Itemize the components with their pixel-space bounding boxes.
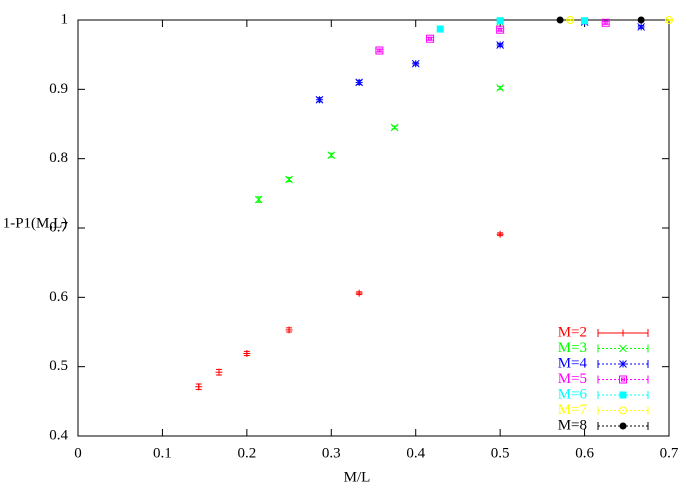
- marker: [355, 289, 363, 297]
- y-tick-label: 0.6: [49, 289, 68, 305]
- error-bar: [427, 36, 434, 41]
- legend-label: M=2: [558, 324, 587, 340]
- marker-stroke: [619, 344, 627, 353]
- marker-circle: [665, 16, 673, 24]
- marker-stroke: [496, 41, 504, 49]
- marker-box: [498, 27, 503, 32]
- marker: [619, 344, 627, 353]
- marker: [496, 230, 504, 238]
- marker-box: [375, 46, 384, 55]
- marker-stroke: [315, 95, 324, 104]
- x-tick-label: 0.4: [406, 445, 425, 461]
- marker-box: [496, 17, 504, 25]
- marker: [601, 18, 610, 27]
- marker: [436, 25, 444, 33]
- legend-label: M=6: [558, 386, 588, 402]
- marker: [496, 84, 504, 92]
- marker-stroke: [390, 123, 399, 132]
- marker: [619, 391, 627, 399]
- x-tick-label: 0.5: [491, 445, 510, 461]
- error-bar: [567, 18, 574, 22]
- y-tick-label: 0.5: [49, 358, 68, 374]
- legend-label: M=4: [558, 355, 588, 371]
- marker-circle: [637, 16, 645, 24]
- marker: [285, 175, 293, 184]
- marker-stroke: [619, 360, 627, 368]
- marker: [496, 41, 504, 49]
- marker-circle: [566, 16, 575, 24]
- marker: [637, 23, 645, 31]
- marker: [496, 17, 504, 25]
- marker: [195, 383, 203, 391]
- marker: [619, 360, 627, 368]
- marker: [243, 349, 251, 357]
- y-tick-label: 0.8: [49, 150, 68, 166]
- marker: [619, 422, 627, 430]
- marker-stroke: [254, 195, 263, 204]
- marker-box: [603, 20, 608, 25]
- y-tick-label: 0.9: [49, 81, 68, 97]
- marker-box: [496, 25, 505, 34]
- marker-box: [436, 25, 444, 33]
- x-tick-label: 0: [74, 445, 82, 461]
- marker-box: [428, 36, 433, 41]
- y-tick-label: 0.4: [49, 427, 68, 443]
- legend-label: M=8: [558, 417, 587, 433]
- marker-circle: [619, 422, 627, 430]
- marker-box: [619, 375, 627, 384]
- marker-circle: [619, 406, 627, 415]
- error-bar: [602, 20, 609, 25]
- marker-box: [377, 48, 382, 53]
- marker: [426, 34, 435, 43]
- marker-stroke: [496, 84, 504, 92]
- marker: [215, 368, 223, 376]
- marker: [327, 151, 336, 160]
- x-tick-label: 0.3: [322, 445, 341, 461]
- marker: [665, 16, 673, 24]
- marker: [285, 326, 293, 334]
- error-bar: [497, 27, 504, 32]
- marker-box: [621, 377, 625, 382]
- marker: [566, 16, 575, 24]
- y-axis-label: 1-P1(M,L): [3, 215, 68, 231]
- error-bar: [666, 18, 672, 22]
- marker-stroke: [637, 23, 645, 31]
- marker-circle: [556, 16, 564, 24]
- y-tick-label: 0.7: [49, 219, 68, 235]
- legend-label: M=5: [558, 371, 587, 387]
- marker: [355, 78, 364, 87]
- marker-box: [581, 17, 589, 25]
- marker: [254, 195, 263, 204]
- x-tick-label: 0.2: [237, 445, 256, 461]
- x-tick-label: 0.6: [575, 445, 594, 461]
- marker: [619, 375, 627, 384]
- marker-stroke: [285, 175, 293, 184]
- x-axis-label: M/L: [344, 469, 371, 485]
- marker-box: [619, 391, 627, 399]
- marker: [315, 95, 324, 104]
- marker: [581, 17, 589, 25]
- x-tick-label: 0.7: [660, 445, 679, 461]
- legend-label: M=3: [558, 340, 587, 356]
- marker-box: [601, 18, 610, 27]
- y-tick-label: 1: [61, 11, 69, 27]
- x-tick-label: 0.1: [153, 445, 172, 461]
- marker-stroke: [327, 151, 336, 160]
- marker-stroke: [411, 59, 420, 68]
- marker: [375, 46, 384, 55]
- error-bar: [376, 48, 383, 53]
- marker-stroke: [355, 78, 364, 87]
- legend-label: M=7: [558, 402, 588, 418]
- marker: [637, 16, 645, 24]
- marker: [556, 16, 564, 24]
- marker: [496, 25, 505, 34]
- marker: [619, 329, 627, 337]
- marker: [619, 406, 627, 415]
- marker: [411, 59, 420, 68]
- marker-box: [426, 34, 435, 43]
- marker: [390, 123, 399, 132]
